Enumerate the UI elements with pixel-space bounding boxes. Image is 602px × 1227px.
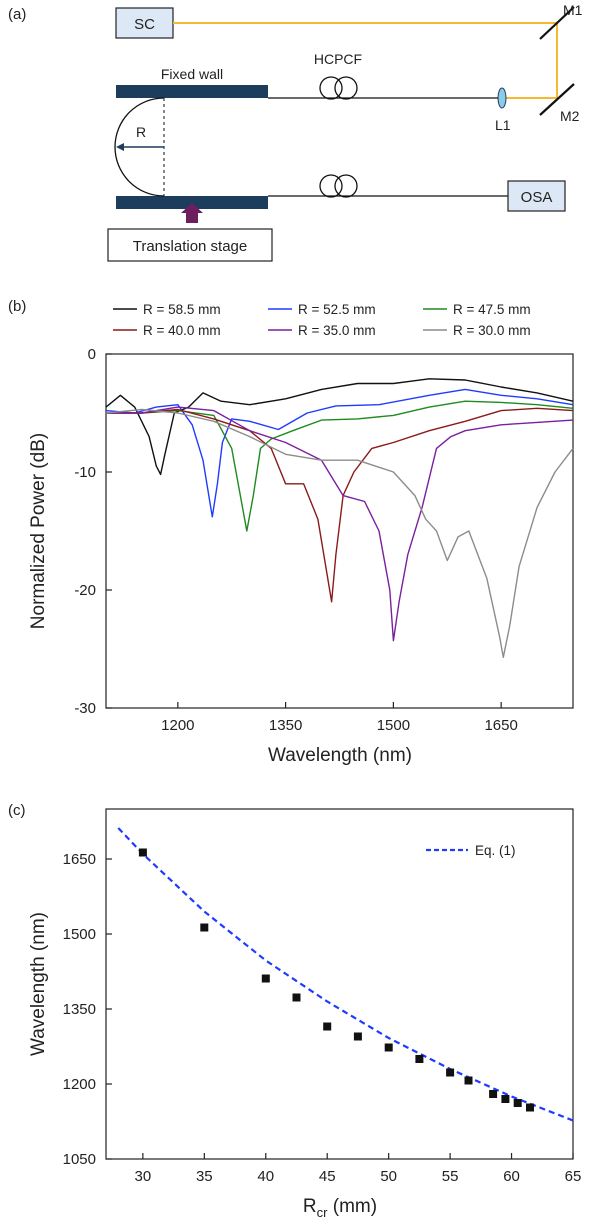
ticks-b: 1200 1350 1500 1650 0 -10 -20 -30 [74, 346, 518, 734]
x-axis-title-main: R [303, 1196, 317, 1217]
hcpcf-label: HCPCF [314, 51, 362, 67]
hcpcf-coil-top [319, 76, 358, 100]
y-axis-title-b: Normalized Power (dB) [28, 433, 49, 629]
y-tick-label-c-2: 1350 [63, 1001, 96, 1018]
legend-b: R = 58.5 mm R = 52.5 mm R = 47.5 mm R = 40.… [113, 302, 531, 338]
radius-label: R [136, 124, 146, 140]
legend-label-b-5: R = 30.0 mm [453, 323, 531, 338]
ticks-c: 30 35 40 45 50 55 60 65 1050 1200 1350 1500 1650 [63, 851, 582, 1185]
radius-arrow-head [116, 143, 124, 151]
hcpcf-coil-bottom [319, 174, 358, 198]
x-axis-title-b: Wavelength (nm) [268, 745, 412, 766]
series-line-b-3 [106, 407, 574, 603]
series-line-b-4 [106, 406, 574, 642]
legend-label-b-4: R = 35.0 mm [298, 323, 376, 338]
y-tick-label-c-3: 1500 [63, 926, 96, 943]
series-lines-b [105, 378, 574, 658]
scatter-point-4 [323, 1022, 332, 1031]
x-axis-title-unit: (mm) [327, 1196, 377, 1217]
scatter-point-6 [384, 1043, 393, 1052]
x-tick-label-b-2: 1500 [377, 717, 410, 734]
l1-label: L1 [495, 117, 511, 133]
m2-label: M2 [560, 108, 580, 124]
legend-label-b-0: R = 58.5 mm [143, 302, 221, 317]
x-tick-label-b-3: 1650 [484, 717, 517, 734]
scatter-point-9 [464, 1076, 473, 1085]
scatter-point-8 [446, 1068, 455, 1077]
lens-l1 [497, 87, 507, 109]
y-tick-label-c-1: 1200 [63, 1076, 96, 1093]
scatter-chart: 30 35 40 45 50 55 60 65 1050 1200 1350 1500 1650 Eq.… [28, 808, 582, 1220]
mirror-m1 [539, 6, 575, 40]
translation-stage-box [107, 228, 273, 262]
beam-path [173, 22, 558, 99]
moving-wall [116, 196, 268, 209]
x-axis-title-sub: cr [317, 1205, 329, 1220]
spectra-chart: 1200 1350 1500 1650 0 -10 -20 -30 Wavelength (n… [28, 346, 574, 766]
y-axis-title-c: Wavelength (nm) [28, 912, 49, 1056]
x-tick-label-c-5: 55 [442, 1168, 459, 1185]
x-tick-label-c-7: 65 [565, 1168, 582, 1185]
y-tick-label-b-3: -30 [74, 700, 96, 717]
osa-label: OSA [521, 189, 553, 206]
fixed-wall-label: Fixed wall [161, 66, 223, 82]
fiber-bend [114, 97, 165, 197]
m1-label: M1 [563, 2, 583, 18]
x-axis-title-c: Rcr (mm) [303, 1196, 377, 1220]
mirror-m2 [539, 83, 575, 116]
scatter-point-12 [513, 1099, 522, 1107]
x-tick-label-c-1: 35 [196, 1168, 213, 1185]
legend-label-b-3: R = 40.0 mm [143, 323, 221, 338]
x-tick-label-c-3: 45 [319, 1168, 336, 1185]
series-line-b-1 [105, 388, 574, 518]
panel-label-a: (a) [8, 6, 26, 23]
panel-label-b: (b) [8, 298, 26, 315]
plot-frame-c [105, 808, 574, 1160]
y-tick-label-b-2: -20 [74, 582, 96, 599]
osa-box [507, 180, 566, 212]
sc-box [115, 7, 174, 39]
x-tick-label-c-2: 40 [257, 1168, 274, 1185]
scatter-point-1 [200, 923, 209, 932]
scatter-point-5 [353, 1032, 362, 1041]
scatter-point-11 [501, 1095, 510, 1103]
scatter-point-3 [292, 993, 301, 1002]
x-tick-label-c-0: 30 [135, 1168, 152, 1185]
legend-label-b-2: R = 47.5 mm [453, 302, 531, 317]
x-tick-label-c-4: 50 [380, 1168, 397, 1185]
scatter-point-0 [138, 848, 147, 857]
fixed-wall [116, 85, 268, 98]
scatter-point-7 [415, 1055, 424, 1063]
scatter-point-10 [489, 1090, 498, 1098]
x-tick-label-b-0: 1200 [161, 717, 194, 734]
schematic-panel: (a) SC M1 M2 L1 Fixed wall HCPCF [8, 2, 583, 262]
x-tick-label-b-1: 1350 [269, 717, 302, 734]
scatter-point-13 [526, 1103, 534, 1112]
scatter-point-2 [261, 974, 270, 983]
stage-arrow [181, 203, 203, 223]
x-tick-label-c-6: 60 [503, 1168, 520, 1185]
translation-stage-label: Translation stage [133, 238, 248, 255]
y-tick-label-c-4: 1650 [63, 851, 96, 868]
spectra-panel: (b) R = 58.5 mm R = 52.5 mm R = 47.5 mmR =… [8, 298, 574, 766]
scatter-panel: (c) 30 35 40 45 50 55 60 65 1050 1200 1350 1500 1650… [8, 802, 581, 1220]
sc-label: SC [134, 16, 155, 33]
series-line-b-2 [106, 400, 574, 532]
series-line-b-5 [105, 408, 574, 658]
plot-frame-b [105, 353, 574, 709]
series-line-b-0 [105, 378, 574, 476]
y-tick-label-b-0: 0 [88, 346, 96, 363]
y-tick-label-b-1: -10 [74, 464, 96, 481]
legend-c: Eq. (1) [426, 843, 516, 858]
legend-label-eq1: Eq. (1) [475, 843, 516, 858]
panel-label-c: (c) [8, 802, 26, 819]
fit-curve-eq1 [117, 827, 574, 1122]
y-tick-label-c-0: 1050 [63, 1151, 96, 1168]
legend-label-b-1: R = 52.5 mm [298, 302, 376, 317]
series-marks-c [117, 827, 574, 1122]
